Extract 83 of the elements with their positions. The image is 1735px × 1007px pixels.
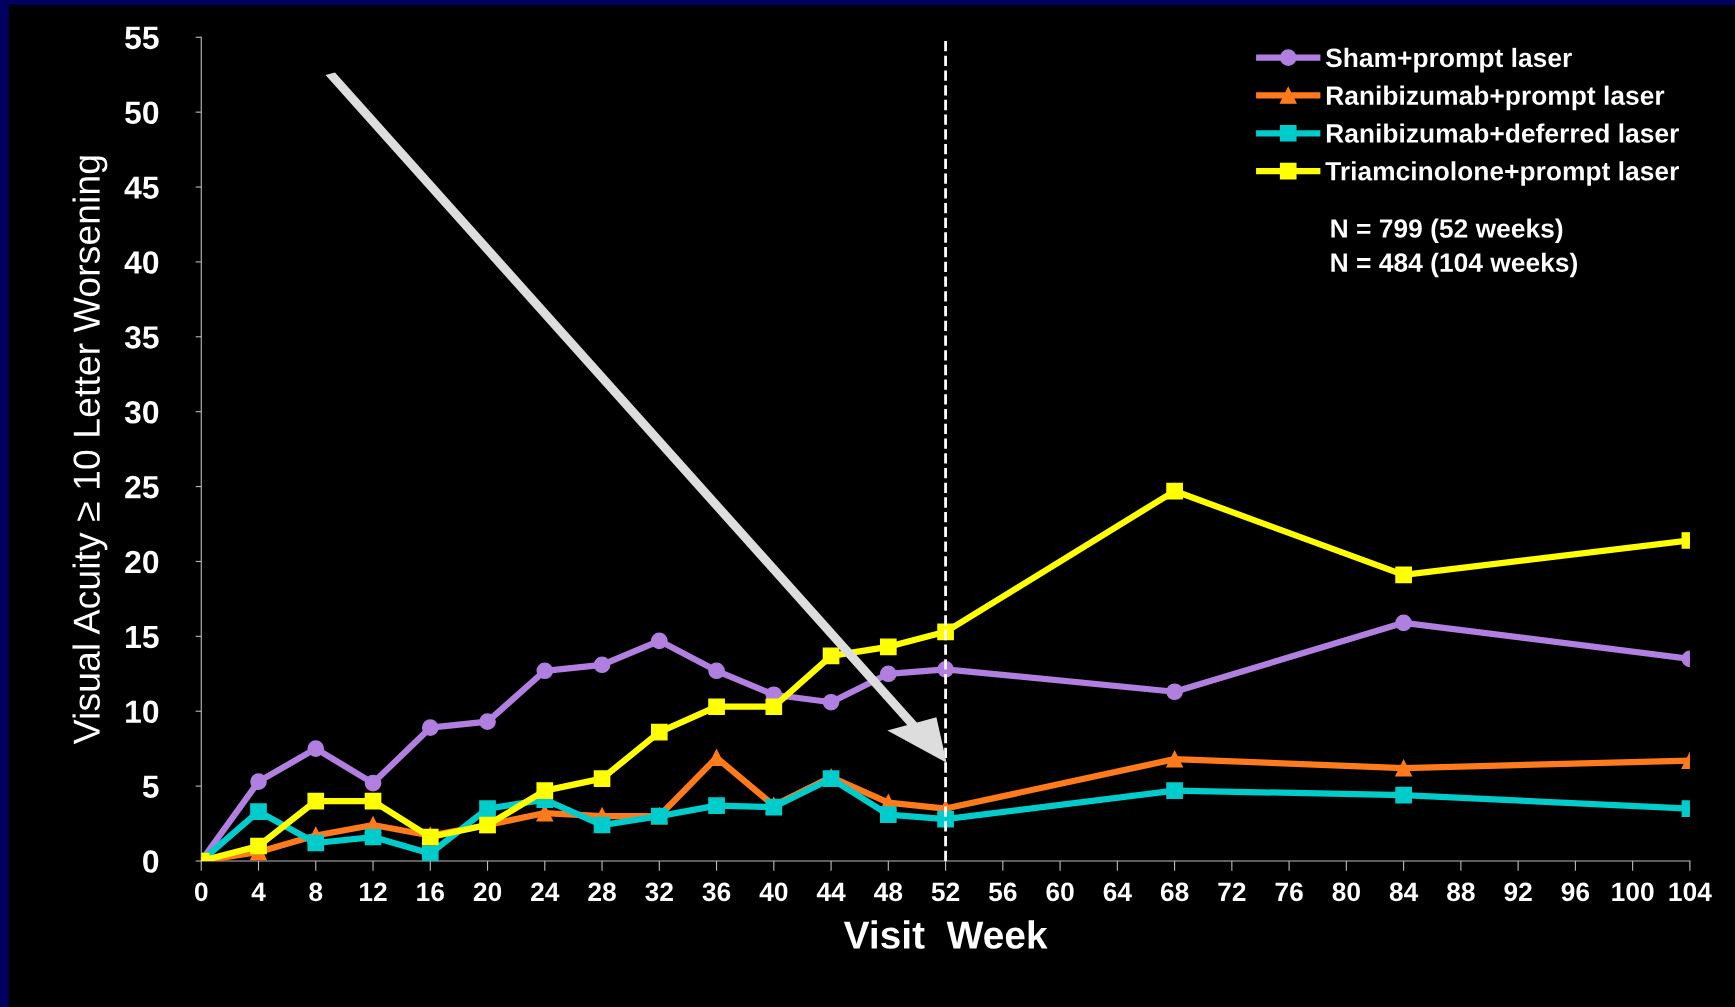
point [250, 803, 267, 820]
point [364, 774, 382, 792]
point [421, 719, 439, 737]
point [650, 723, 668, 741]
x-tick-label: 92 [1504, 882, 1532, 902]
point [307, 792, 325, 810]
annotation: N = 799 (52 weeks) N = 484 (104 weeks) [1331, 218, 1577, 278]
y-axis-title: Visual Acuity ≥ 10 Letter Worsening [72, 156, 108, 745]
point [364, 792, 382, 810]
y-tick-label: 20 [125, 550, 159, 574]
point [307, 834, 325, 852]
x-tick-label: 100 [1612, 882, 1654, 902]
x-tick-label: 12 [360, 882, 387, 901]
x-tick-label: 40 [759, 882, 788, 902]
point [1395, 614, 1412, 632]
point [650, 632, 668, 650]
y-tick-label: 15 [126, 625, 159, 649]
x-tick-label: 48 [874, 882, 903, 902]
point [879, 638, 897, 656]
point [822, 693, 840, 711]
legend-label: Sham+prompt laser [1325, 47, 1572, 73]
legend-label: Ranibizumab+deferred laser [1326, 123, 1679, 143]
x-tick-label: 8 [309, 882, 323, 902]
x-tick-label: 96 [1561, 882, 1590, 902]
point [1395, 566, 1412, 584]
point [421, 845, 439, 861]
x-tick-label: 24 [531, 882, 560, 901]
point [593, 656, 611, 674]
x-tick-label: 0 [194, 882, 208, 902]
x-tick-label: 104 [1669, 882, 1712, 902]
x-tick-label: 36 [702, 882, 731, 902]
y-tick-label: 55 [125, 26, 159, 50]
point [479, 713, 496, 731]
x-tick-label: 44 [816, 882, 846, 901]
point [593, 816, 611, 834]
x-tick-label: 60 [1046, 882, 1074, 902]
point [765, 698, 783, 716]
x-tick-label: 76 [1275, 882, 1303, 902]
point [1395, 759, 1412, 777]
point [307, 740, 325, 757]
x-tick-label: 52 [931, 882, 960, 902]
y-tick-label: 45 [124, 176, 159, 199]
point [1166, 782, 1183, 799]
y-tick-label: 40 [124, 251, 159, 274]
point [593, 770, 611, 787]
point [536, 662, 554, 680]
point [879, 665, 897, 683]
point [1395, 786, 1412, 804]
legend-label: Triamcinolone+prompt laser [1325, 161, 1679, 186]
point [250, 837, 267, 855]
y-tick-label: 10 [126, 700, 159, 724]
x-tick-label: 80 [1332, 882, 1360, 902]
point [479, 800, 496, 817]
x-axis-title: Visit Week [843, 920, 1048, 949]
x-tick-label: 68 [1160, 882, 1189, 902]
x-tick-label: 72 [1218, 882, 1246, 901]
x-tick-label: 4 [251, 882, 266, 901]
point [1166, 482, 1183, 500]
y-tick-label: 5 [142, 775, 159, 798]
point [364, 828, 382, 846]
y-tick-label: 25 [125, 475, 159, 499]
x-tick-label: 28 [588, 882, 616, 902]
point [708, 698, 725, 716]
x-tick-label: 20 [473, 882, 502, 902]
x-tick-label: 88 [1447, 882, 1475, 902]
point [708, 662, 725, 680]
point [1166, 683, 1183, 701]
y-tick-label: 30 [124, 400, 159, 424]
y-tick-label: 35 [124, 326, 159, 349]
legend-label: Ranibizumab+prompt laser [1326, 85, 1665, 111]
x-tick-label: 64 [1103, 882, 1132, 902]
y-tick-label: 0 [143, 850, 159, 873]
x-tick-label: 84 [1389, 882, 1419, 902]
x-tick-label: 32 [645, 882, 673, 902]
point [1166, 750, 1183, 768]
x-tick-label: 16 [417, 882, 444, 902]
point [879, 806, 897, 823]
point [708, 797, 725, 814]
y-tick-label: 50 [125, 101, 159, 125]
point [536, 782, 554, 799]
point [250, 773, 267, 790]
point [822, 647, 840, 665]
x-tick-label: 56 [988, 882, 1017, 902]
